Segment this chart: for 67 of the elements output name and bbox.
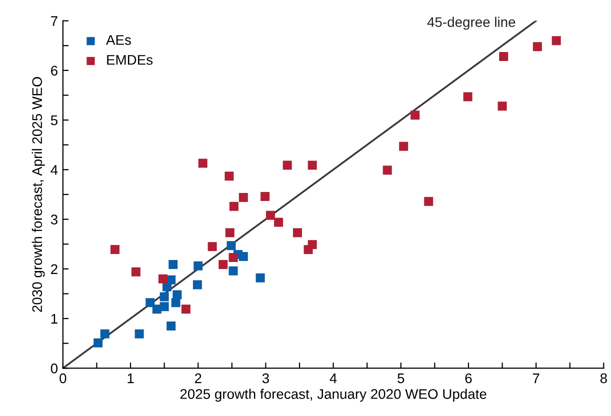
x-tick-label: 5 [398, 374, 404, 384]
y-tick-label: 1 [51, 314, 58, 324]
point [463, 92, 472, 102]
point [110, 245, 120, 254]
point [181, 304, 190, 314]
point [146, 298, 155, 308]
point [228, 253, 238, 262]
point [166, 321, 176, 330]
point [399, 142, 408, 151]
point [532, 42, 542, 52]
point [498, 102, 507, 111]
point [229, 202, 238, 211]
x-tick-label: 3 [262, 373, 269, 384]
y-axis-title: 2030 growth forecast, April 2025 WEO [32, 77, 45, 312]
y-tick-label: 2 [51, 264, 58, 274]
y-tick-label: 0 [50, 363, 58, 374]
point [166, 275, 176, 284]
point [499, 52, 508, 62]
x-tick-label: 7 [532, 374, 540, 384]
point [218, 260, 228, 269]
point [382, 166, 392, 175]
y-tick-label: 5 [50, 116, 58, 126]
x-tick-label: 0 [60, 373, 66, 384]
y-tick-label: 6 [51, 66, 58, 76]
legend-label: AEs [106, 35, 131, 45]
point [158, 274, 168, 284]
point [198, 158, 208, 168]
point [100, 329, 110, 338]
point [194, 261, 203, 270]
point [226, 241, 236, 250]
point [168, 260, 178, 269]
point [260, 192, 270, 201]
point [238, 192, 248, 202]
point [424, 196, 434, 206]
point [94, 338, 103, 348]
point [131, 267, 140, 276]
point [552, 36, 561, 46]
y-tick-label: 3 [50, 214, 58, 224]
point [192, 280, 202, 290]
point [292, 228, 302, 238]
point [304, 245, 313, 254]
point [282, 160, 292, 170]
point [256, 273, 265, 282]
series-label: 45-degree line [427, 16, 516, 30]
point [410, 110, 420, 120]
point [224, 172, 234, 181]
legend-label: EMDEs [107, 55, 153, 65]
point [134, 329, 144, 338]
point [172, 290, 182, 300]
point [171, 298, 180, 308]
x-tick-label: 1 [128, 374, 134, 384]
x-axis-title: 2025 growth forecast, January 2020 WEO Update [180, 388, 486, 402]
point [274, 218, 284, 227]
y-tick-label: 4 [50, 165, 58, 175]
point [266, 210, 275, 220]
point [160, 302, 169, 312]
point [308, 160, 317, 170]
x-tick-label: 6 [465, 373, 472, 384]
point [238, 252, 248, 262]
point [228, 266, 238, 276]
y-tick-label: 7 [51, 16, 58, 26]
point [225, 228, 234, 238]
x-tick-label: 4 [330, 374, 337, 384]
point [160, 292, 169, 302]
x-tick-label: 8 [600, 373, 607, 384]
x-tick-label: 2 [194, 373, 202, 384]
point [208, 242, 217, 252]
